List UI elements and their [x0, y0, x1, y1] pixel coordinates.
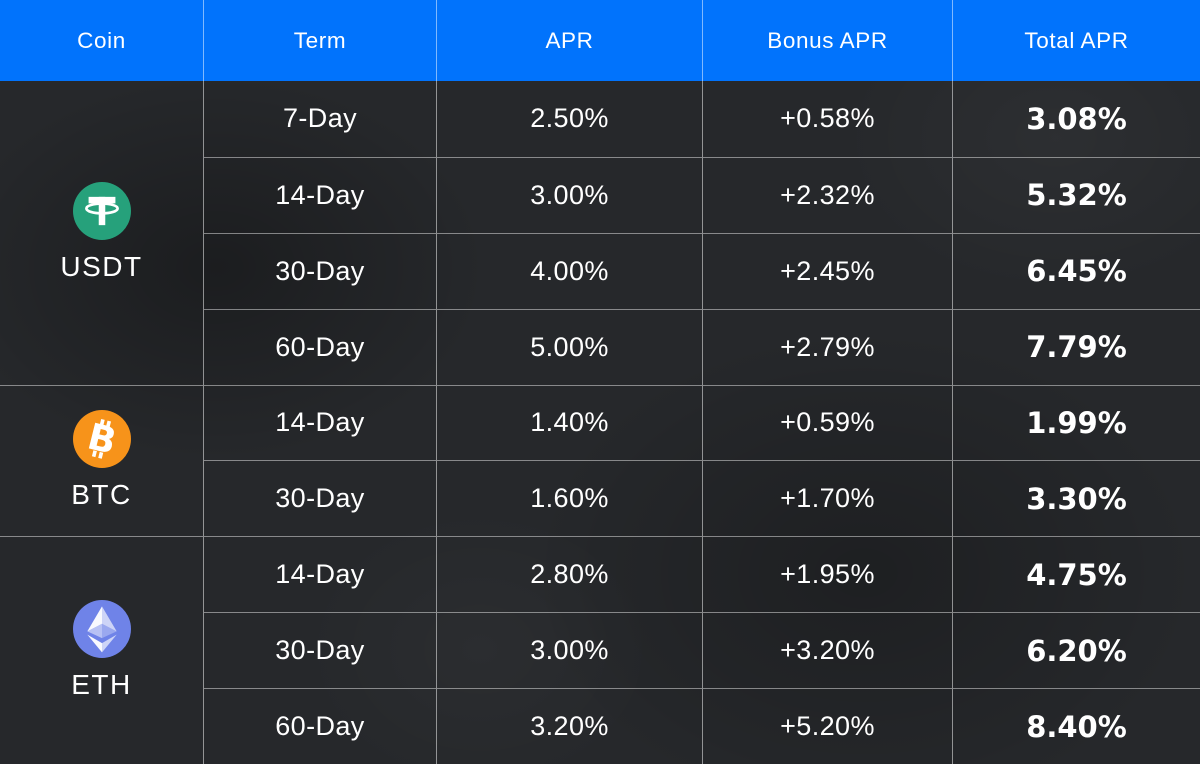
- total-apr-cell: 3.30%: [953, 460, 1200, 536]
- bonus-apr-cell: +2.45%: [703, 232, 953, 309]
- coin-label-usdt: USDT: [60, 251, 143, 283]
- coin-cell-usdt: USDT: [0, 81, 204, 385]
- total-apr-cell: 4.75%: [953, 536, 1200, 612]
- apr-cell: 3.00%: [437, 612, 703, 689]
- apr-cell: 1.60%: [437, 460, 703, 537]
- bonus-apr-cell: +1.95%: [703, 536, 953, 613]
- bonus-apr-cell: +0.58%: [703, 81, 953, 157]
- bonus-apr-cell: +5.20%: [703, 688, 953, 764]
- coin-label-eth: ETH: [71, 669, 132, 701]
- column-header-coin: Coin: [0, 0, 204, 81]
- total-apr-cell: 6.45%: [953, 232, 1200, 309]
- apr-cell: 4.00%: [437, 232, 703, 309]
- apr-cell: 2.50%: [437, 81, 703, 157]
- column-header-bonus-apr: Bonus APR: [703, 0, 953, 81]
- column-header-apr: APR: [437, 0, 703, 81]
- apr-cell: 2.80%: [437, 536, 703, 613]
- total-apr-cell: 3.08%: [1026, 101, 1127, 136]
- apr-cell: 3.00%: [437, 156, 703, 233]
- term-cell: 30-Day: [204, 232, 437, 309]
- apr-cell: 1.40%: [437, 384, 703, 461]
- tether-icon: [72, 182, 131, 241]
- term-cell: 14-Day: [204, 156, 437, 233]
- total-apr-cell: 6.20%: [953, 612, 1200, 688]
- apr-cell: 5.00%: [437, 308, 703, 385]
- term-cell: 14-Day: [204, 536, 437, 613]
- bonus-apr-cell: +0.59%: [703, 384, 953, 461]
- term-cell: 30-Day: [204, 612, 437, 689]
- column-header-term: Term: [204, 0, 437, 81]
- bonus-apr-cell: +2.79%: [703, 308, 953, 385]
- term-cell: 14-Day: [204, 384, 437, 461]
- coin-label-btc: BTC: [71, 479, 132, 511]
- bonus-apr-cell: +1.70%: [703, 460, 953, 537]
- total-apr-cell: 5.32%: [953, 156, 1200, 233]
- term-cell: 30-Day: [204, 460, 437, 537]
- coin-cell-eth: ETH: [0, 536, 204, 764]
- total-apr-cell: 8.40%: [953, 688, 1200, 764]
- term-cell: 60-Day: [204, 688, 437, 764]
- term-cell: 60-Day: [204, 308, 437, 385]
- apr-cell: 3.20%: [437, 688, 703, 764]
- bonus-apr-cell: +2.32%: [703, 156, 953, 233]
- ethereum-icon: [72, 600, 131, 659]
- term-cell: 7-Day: [204, 81, 437, 157]
- total-apr-cell: 1.99%: [953, 384, 1200, 461]
- bitcoin-icon: B: [72, 410, 131, 469]
- coin-cell-btc: B BTC: [0, 384, 204, 537]
- total-apr-cell: 7.79%: [953, 308, 1200, 385]
- bonus-apr-cell: +3.20%: [703, 612, 953, 689]
- column-header-total-apr: Total APR: [953, 0, 1200, 81]
